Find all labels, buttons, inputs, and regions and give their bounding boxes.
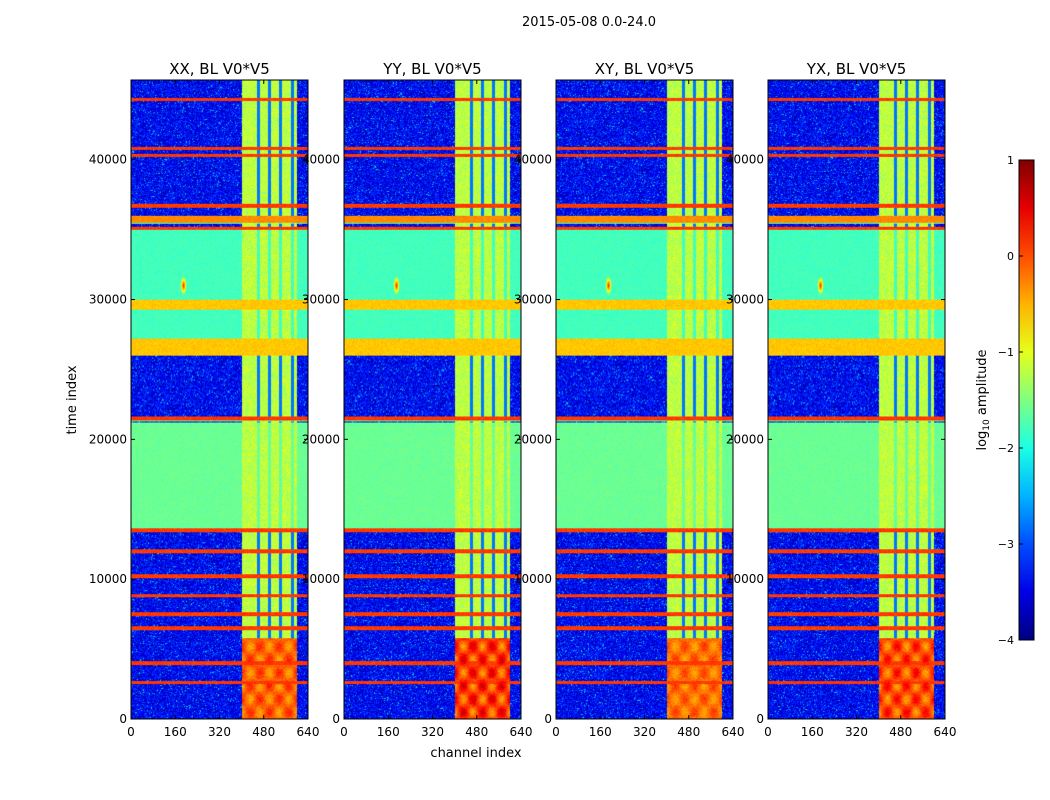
y-tick-label: 30000 bbox=[89, 293, 127, 307]
y-tick-label: 0 bbox=[756, 712, 764, 726]
x-tick-label: 640 bbox=[722, 725, 745, 739]
x-tick-label: 160 bbox=[801, 725, 824, 739]
x-tick-label: 480 bbox=[465, 725, 488, 739]
y-tick-label: 30000 bbox=[302, 293, 340, 307]
x-axis-label: channel index bbox=[430, 746, 521, 761]
panel-title: YX, BL V0*V5 bbox=[806, 60, 907, 78]
heatmap-image bbox=[556, 80, 733, 719]
x-tick-label: 640 bbox=[297, 725, 320, 739]
y-tick-label: 10000 bbox=[89, 572, 127, 586]
y-tick-label: 20000 bbox=[726, 432, 764, 446]
y-tick-label: 40000 bbox=[514, 153, 552, 167]
x-tick-label: 160 bbox=[589, 725, 612, 739]
colorbar-gradient bbox=[1018, 159, 1035, 641]
x-tick-label: 480 bbox=[252, 725, 275, 739]
x-tick-label: 480 bbox=[889, 725, 912, 739]
x-tick-label: 0 bbox=[552, 725, 560, 739]
panel-xx: XX, BL V0*V5 0 160 320 480 640 0 10000 20000 3000… bbox=[89, 60, 320, 739]
colorbar-tick-label: −3 bbox=[998, 538, 1014, 551]
y-tick-label: 0 bbox=[332, 712, 340, 726]
y-tick-label: 20000 bbox=[89, 432, 127, 446]
y-tick-label: 20000 bbox=[302, 432, 340, 446]
y-tick-label: 30000 bbox=[726, 293, 764, 307]
colorbar-tick-label: 0 bbox=[1007, 250, 1014, 263]
panels: XX, BL V0*V5 0 160 320 480 640 0 10000 20000 3000… bbox=[89, 60, 957, 739]
x-tick-label: 160 bbox=[377, 725, 400, 739]
x-tick-label: 0 bbox=[764, 725, 772, 739]
panel-title: XX, BL V0*V5 bbox=[169, 60, 270, 78]
colorbar: 1 0 −1 −2 −3 −4 bbox=[998, 154, 1035, 647]
y-axis-label: time index bbox=[65, 365, 80, 434]
colorbar-tick-label: −4 bbox=[998, 634, 1014, 647]
y-tick-label: 40000 bbox=[302, 153, 340, 167]
x-tick-label: 640 bbox=[934, 725, 957, 739]
figure-suptitle: 2015-05-08 0.0-24.0 bbox=[522, 15, 656, 30]
y-tick-label: 10000 bbox=[726, 572, 764, 586]
panel-title: YY, BL V0*V5 bbox=[382, 60, 481, 78]
x-tick-label: 320 bbox=[421, 725, 444, 739]
x-tick-label: 480 bbox=[677, 725, 700, 739]
colorbar-tick-label: −1 bbox=[998, 346, 1014, 359]
colorbar-tick-label: 1 bbox=[1007, 154, 1014, 167]
y-tick-label: 20000 bbox=[514, 432, 552, 446]
heatmap-image bbox=[131, 80, 308, 719]
y-tick-label: 40000 bbox=[89, 153, 127, 167]
panel-xy: XY, BL V0*V5 0 160 320 480 640 0 10000 20000 3000… bbox=[514, 60, 745, 739]
panel-title: XY, BL V0*V5 bbox=[595, 60, 695, 78]
x-tick-label: 320 bbox=[208, 725, 231, 739]
y-tick-label: 0 bbox=[544, 712, 552, 726]
panel-yy: YY, BL V0*V5 0 160 320 480 640 0 10000 20000 3000… bbox=[302, 60, 533, 739]
x-tick-label: 0 bbox=[127, 725, 135, 739]
heatmap-image bbox=[344, 80, 521, 719]
y-tick-label: 40000 bbox=[726, 153, 764, 167]
x-tick-label: 640 bbox=[510, 725, 533, 739]
x-tick-label: 160 bbox=[164, 725, 187, 739]
y-tick-label: 0 bbox=[119, 712, 127, 726]
x-tick-label: 320 bbox=[845, 725, 868, 739]
x-tick-label: 0 bbox=[340, 725, 348, 739]
panel-yx: YX, BL V0*V5 0 160 320 480 640 0 10000 20000 3000… bbox=[726, 60, 957, 739]
x-tick-label: 320 bbox=[633, 725, 656, 739]
colorbar-tick-label: −2 bbox=[998, 442, 1014, 455]
colorbar-label: log10 amplitude bbox=[975, 349, 992, 450]
y-tick-label: 30000 bbox=[514, 293, 552, 307]
y-tick-label: 10000 bbox=[302, 572, 340, 586]
y-tick-label: 10000 bbox=[514, 572, 552, 586]
heatmap-image bbox=[768, 80, 945, 719]
